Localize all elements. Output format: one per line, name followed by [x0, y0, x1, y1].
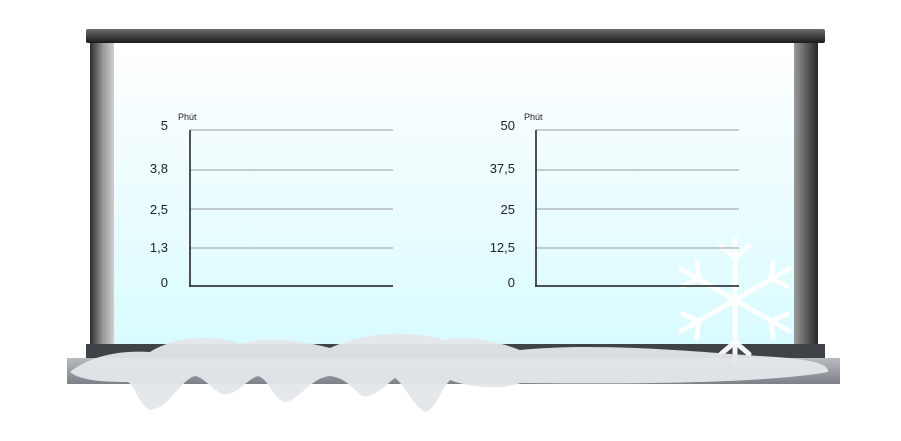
chart-left-ytick-3-8: 3,8: [150, 161, 168, 176]
left-post: [90, 43, 114, 345]
top-frame: [86, 29, 825, 43]
chart-right-ytick-0: 0: [508, 275, 515, 290]
chart-right-unit-label: Phút: [524, 112, 543, 122]
snowflake-icon: [678, 235, 792, 365]
chart-left-unit-label: Phút: [178, 112, 197, 122]
chart-left-ytick-1-3: 1,3: [150, 240, 168, 255]
right-post: [794, 43, 818, 345]
chart-left-ytick-0: 0: [161, 275, 168, 290]
chart-right-ytick-25: 25: [501, 202, 515, 217]
chart-right-ytick-50: 50: [501, 118, 515, 133]
board-panel: [112, 43, 794, 345]
chart-left-ytick-2-5: 2,5: [150, 202, 168, 217]
snow-drift: [70, 333, 829, 412]
chart-left-ytick-5: 5: [161, 118, 168, 133]
chart-right-ytick-12-5: 12,5: [490, 240, 515, 255]
chart-right-ytick-37-5: 37,5: [490, 161, 515, 176]
